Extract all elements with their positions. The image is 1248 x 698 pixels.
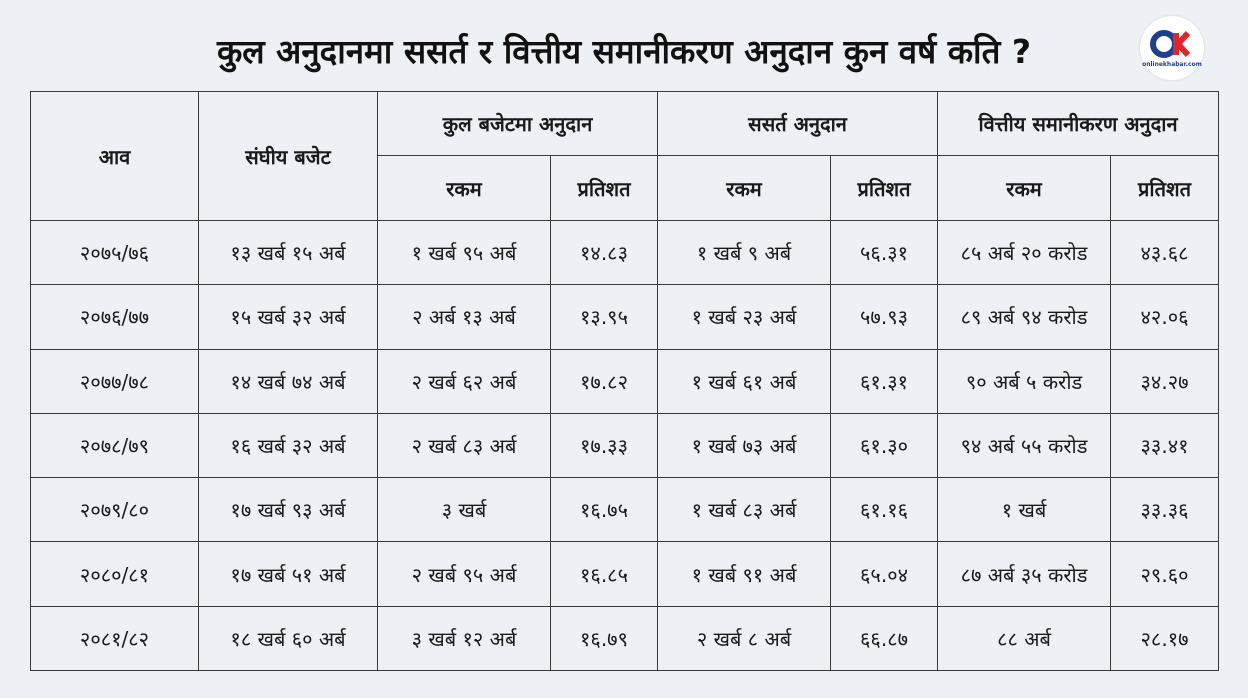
cell-budget: १३ खर्ब १५ अर्ब [198,219,378,286]
cell-conditional-amount: २ खर्ब ८ अर्ब [657,605,832,672]
header-federal-budget: संघीय बजेट [198,91,378,221]
cell-equalization-amount: ८५ अर्ब २० करोड [937,219,1112,286]
table-row: २०७८/७९ १६ खर्ब ३२ अर्ब २ खर्ब ८३ अर्ब १… [30,412,1220,479]
cell-equalization-percent: २८.१७ [1110,605,1220,672]
table-row: २०७९/८० १७ खर्ब ९३ अर्ब ३ खर्ब १६.७५ १ ख… [30,477,1220,543]
cell-equalization-percent: ३४.२७ [1110,348,1220,414]
cell-equalization-percent: ४२.०६ [1110,284,1220,350]
subheader-percent: प्रतिशत [549,155,659,221]
cell-year: २०७५/७६ [30,219,199,286]
cell-total-amount: ३ खर्ब [377,477,551,543]
cell-budget: १७ खर्ब ५१ अर्ब [198,541,378,607]
subheader-percent: प्रतिशत [830,155,939,221]
cell-year: २०७८/७९ [30,412,199,479]
cell-total-amount: २ खर्ब ६२ अर्ब [377,348,551,414]
subheader-amount: रकम [377,155,551,221]
cell-year: २०७७/७८ [30,348,199,414]
cell-equalization-amount: ८८ अर्ब [937,605,1112,672]
cell-budget: १७ खर्ब ९३ अर्ब [198,477,378,543]
table-row: २०७५/७६ १३ खर्ब १५ अर्ब १ खर्ब ९५ अर्ब १… [30,219,1220,286]
header-total-grant: कुल बजेटमा अनुदान [376,91,659,156]
cell-conditional-amount: १ खर्ब ८३ अर्ब [657,477,832,543]
cell-equalization-amount: ८९ अर्ब ९४ करोड [937,284,1112,350]
table-row: २०७६/७७ १५ खर्ब ३२ अर्ब २ अर्ब १३ अर्ब १… [30,284,1220,350]
cell-total-amount: १ खर्ब ९५ अर्ब [377,219,551,286]
cell-total-percent: १६.७९ [549,605,659,672]
cell-equalization-percent: २९.६० [1110,541,1220,607]
table-row: २०७७/७८ १४ खर्ब ७४ अर्ब २ खर्ब ६२ अर्ब १… [30,348,1220,414]
cell-conditional-amount: १ खर्ब ७३ अर्ब [657,412,832,479]
cell-total-percent: १६.७५ [549,477,659,543]
cell-budget: १४ खर्ब ७४ अर्ब [198,348,378,414]
cell-conditional-amount: १ खर्ब ६१ अर्ब [657,348,832,414]
cell-total-amount: ३ खर्ब १२ अर्ब [377,605,551,672]
cell-total-percent: १४.८३ [549,219,659,286]
cell-conditional-percent: ६१.१६ [830,477,939,543]
cell-conditional-amount: १ खर्ब ९ अर्ब [657,219,832,286]
cell-equalization-amount: ८७ अर्ब ३५ करोड [937,541,1112,607]
table-row: २०८१/८२ १८ खर्ब ६० अर्ब ३ खर्ब १२ अर्ब १… [30,605,1220,672]
cell-conditional-percent: ६५.०४ [830,541,939,607]
subheader-amount: रकम [657,155,832,221]
cell-total-percent: १३.९५ [549,284,659,350]
cell-equalization-percent: ३३.३६ [1110,477,1220,543]
cell-equalization-percent: ३३.४१ [1110,412,1220,479]
subheader-percent: प्रतिशत [1110,155,1220,221]
header-year: आव [30,91,199,221]
cell-equalization-amount: १ खर्ब [937,477,1112,543]
cell-year: २०७९/८० [30,477,199,543]
header-conditional-grant: ससर्त अनुदान [657,91,939,156]
header-equalization-grant: वित्तीय समानीकरण अनुदान [937,91,1220,156]
cell-year: २०७६/७७ [30,284,199,350]
cell-conditional-percent: ५७.९३ [830,284,939,350]
cell-conditional-amount: १ खर्ब २३ अर्ब [657,284,832,350]
cell-conditional-percent: ६१.३० [830,412,939,479]
cell-total-amount: २ खर्ब ९५ अर्ब [377,541,551,607]
table-row: २०८०/८१ १७ खर्ब ५१ अर्ब २ खर्ब ९५ अर्ब १… [30,541,1220,607]
cell-equalization-amount: ९० अर्ब ५ करोड [937,348,1112,414]
cell-year: २०८०/८१ [30,541,199,607]
cell-conditional-percent: ५६.३१ [830,219,939,286]
cell-equalization-amount: ९४ अर्ब ५५ करोड [937,412,1112,479]
grant-table: आव संघीय बजेट कुल बजेटमा अनुदान ससर्त अन… [30,91,1220,672]
logo-text: onlinekhabar.com [1142,61,1202,68]
cell-year: २०८१/८२ [30,605,199,672]
cell-budget: १५ खर्ब ३२ अर्ब [198,284,378,350]
subheader-amount: रकम [937,155,1112,221]
cell-budget: १८ खर्ब ६० अर्ब [198,605,378,672]
page-title: कुल अनुदानमा ससर्त र वित्तीय समानीकरण अन… [216,32,1032,71]
cell-conditional-percent: ६६.८७ [830,605,939,672]
cell-total-amount: २ खर्ब ८३ अर्ब [377,412,551,479]
cell-conditional-amount: १ खर्ब ९१ अर्ब [657,541,832,607]
cell-conditional-percent: ६१.३१ [830,348,939,414]
cell-total-percent: १७.३३ [549,412,659,479]
cell-total-percent: १६.८५ [549,541,659,607]
cell-equalization-percent: ४३.६८ [1110,219,1220,286]
cell-total-percent: १७.८२ [549,348,659,414]
cell-total-amount: २ अर्ब १३ अर्ब [377,284,551,350]
cell-budget: १६ खर्ब ३२ अर्ब [198,412,378,479]
onlinekhabar-logo: onlinekhabar.com [1140,16,1204,80]
